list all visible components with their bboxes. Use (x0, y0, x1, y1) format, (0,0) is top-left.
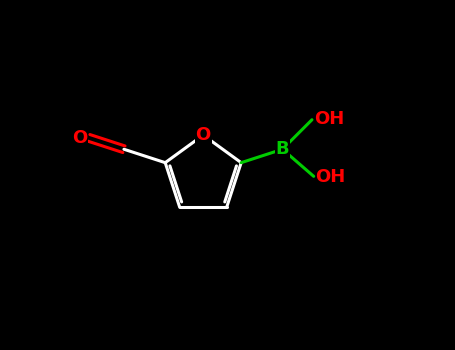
Text: OH: OH (315, 168, 346, 186)
Text: OH: OH (313, 110, 344, 128)
Text: O: O (72, 129, 87, 147)
Text: B: B (276, 140, 289, 158)
Text: O: O (196, 126, 211, 144)
